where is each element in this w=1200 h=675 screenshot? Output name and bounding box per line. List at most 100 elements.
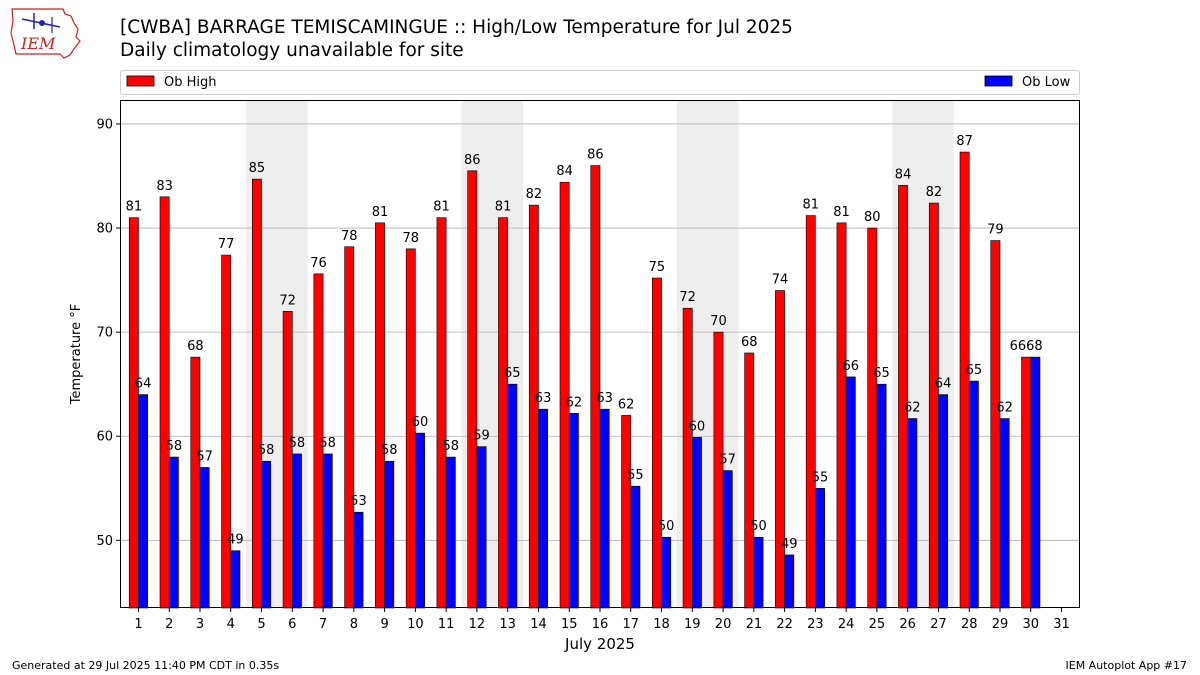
bar-high (436, 217, 447, 609)
x-tick-label: 12 (469, 617, 486, 632)
x-tick-label: 21 (746, 617, 763, 632)
x-tick-label: 19 (684, 617, 701, 632)
bar-high (375, 222, 385, 609)
bar-label-low: 50 (658, 519, 675, 534)
bar-label-high: 87 (956, 134, 973, 149)
bar-low (507, 383, 518, 609)
x-tick-label: 26 (899, 617, 916, 632)
bar-low (353, 511, 364, 609)
bar-label-high: 75 (649, 260, 666, 275)
bar-low (261, 460, 272, 609)
bar-label-high: 72 (279, 293, 296, 308)
y-tick-label: 80 (96, 222, 113, 237)
x-tick-label: 22 (776, 617, 793, 632)
x-tick-label: 5 (257, 617, 265, 632)
bar-high (282, 311, 293, 609)
bar-label-low: 62 (904, 401, 921, 416)
bar-high (805, 215, 816, 609)
bar-label-low: 55 (627, 468, 644, 483)
bar-low (661, 536, 672, 609)
bar-label-high: 68 (187, 339, 204, 354)
x-tick-label: 15 (561, 617, 578, 632)
bar-label-high: 81 (802, 198, 819, 213)
bar-low (292, 453, 302, 609)
bar-label-low: 50 (750, 519, 767, 534)
bar-label-high: 81 (372, 205, 389, 220)
legend-swatch-low (984, 75, 1013, 87)
bar-low (1030, 356, 1041, 609)
x-tick-label: 8 (350, 617, 358, 632)
bar-low (692, 436, 702, 609)
bar-high (775, 290, 785, 609)
bar-label-high: 84 (895, 167, 912, 182)
bar-high (1021, 356, 1032, 609)
bar-label-low: 58 (381, 443, 398, 458)
bar-label-low: 58 (166, 439, 183, 454)
bar-label-high: 74 (772, 273, 789, 288)
bar-high (682, 307, 693, 609)
bar-low (599, 408, 610, 609)
legend-label-low: Ob Low (1022, 75, 1071, 90)
y-axis-label: Temperature °F (69, 304, 84, 405)
bar-low (476, 446, 487, 609)
bar-high (498, 217, 508, 609)
x-tick-label: 20 (715, 617, 732, 632)
x-tick-label: 9 (380, 617, 388, 632)
x-tick-label: 23 (807, 617, 824, 632)
x-tick-label: 24 (838, 617, 855, 632)
x-tick-label: 29 (992, 617, 1009, 632)
bar-label-high: 81 (495, 200, 512, 215)
bar-label-high: 77 (218, 237, 235, 252)
bar-high (928, 202, 939, 609)
bar-label-high: 82 (526, 187, 543, 202)
iem-logo-text: IEM (20, 34, 56, 53)
x-tick-label: 27 (930, 617, 947, 632)
bar-label-high: 82 (926, 185, 943, 200)
bar-high (867, 227, 878, 609)
footer-generated: Generated at 29 Jul 2025 11:40 PM CDT in… (12, 659, 280, 672)
x-tick-label: 6 (288, 617, 296, 632)
bar-high (959, 151, 970, 609)
footer-app: IEM Autoplot App #17 (1065, 659, 1188, 672)
x-tick-label: 4 (227, 617, 235, 632)
x-tick-label: 31 (1053, 617, 1070, 632)
bar-label-high: 85 (249, 161, 266, 176)
bar-low (445, 456, 456, 609)
bar-low (845, 376, 856, 609)
bar-low (876, 383, 887, 609)
bar-high (713, 331, 724, 609)
y-tick-label: 60 (96, 430, 113, 445)
bar-label-low: 64 (135, 377, 152, 392)
bar-low (784, 554, 795, 609)
bar-high (590, 165, 601, 609)
x-tick-label: 10 (407, 617, 424, 632)
x-axis: 1 2 3 4 5 6 7 8 9 10 11 12 13 14 15 16 17 18 19 20 21 22 23 24 2… (134, 608, 1070, 632)
bar-label-low: 63 (535, 391, 552, 406)
bar-high (898, 185, 908, 609)
bar-label-low: 58 (442, 439, 459, 454)
bar-low (384, 460, 395, 609)
bar-label-low: 62 (996, 401, 1013, 416)
bar-label-low: 64 (935, 377, 952, 392)
bar-label-high: 78 (341, 229, 358, 244)
bar-label-high: 68 (741, 335, 758, 350)
bar-label-low: 57 (719, 453, 736, 468)
chart-subtitle: Daily climatology unavailable for site (120, 40, 464, 61)
bar-label-low: 65 (873, 366, 890, 381)
bar-label-high: 83 (156, 179, 173, 194)
bar-label-low: 60 (412, 415, 429, 430)
bar-label-high: 81 (433, 200, 450, 215)
x-axis-label: July 2025 (564, 635, 635, 653)
bar-label-high: 84 (556, 164, 573, 179)
x-tick-label: 16 (592, 617, 609, 632)
bar-high (190, 356, 201, 609)
x-tick-label: 2 (165, 617, 173, 632)
bar-label-low: 59 (473, 429, 490, 444)
bar-high (990, 240, 1001, 609)
bar-label-high: 86 (587, 148, 604, 163)
bar-high (159, 196, 170, 609)
x-tick-label: 28 (961, 617, 978, 632)
bar-low (568, 413, 579, 609)
legend: Ob High Ob Low (120, 70, 1080, 95)
bar-high (836, 222, 847, 609)
